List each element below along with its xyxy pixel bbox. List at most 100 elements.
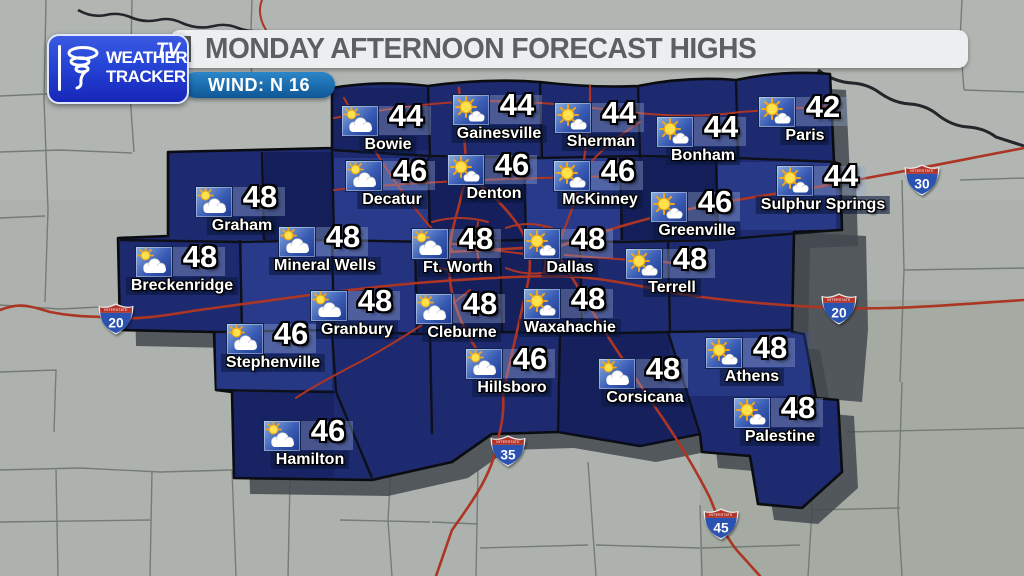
interstate-shield: INTERSTATE 45	[702, 507, 740, 541]
interstate-label: INTERSTATE	[910, 169, 934, 173]
temperature-value: 46	[697, 184, 733, 219]
city-label: Stephenville	[220, 354, 326, 372]
title-bar: | MONDAY AFTERNOON FORECAST HIGHS	[170, 30, 968, 68]
city-label: Sherman	[561, 133, 641, 151]
weather-station: 48 Cleburne	[415, 286, 509, 351]
temperature-value: 48	[357, 283, 393, 318]
interstate-label: INTERSTATE	[496, 440, 520, 444]
tornado-icon	[67, 46, 99, 90]
mostly-sunny-icon	[776, 165, 814, 197]
weather-station: 48 Waxahachie	[519, 281, 621, 346]
weather-station: 48 Graham	[195, 179, 289, 244]
temperature-value: 48	[242, 179, 278, 214]
city-label: Dallas	[541, 259, 599, 277]
weather-station: 44 Gainesville	[451, 87, 547, 152]
weather-station: 44 Sulphur Springs	[755, 158, 891, 223]
partly-cloudy-icon	[465, 348, 503, 380]
station-logo: WEATHER TRACKER TV	[47, 34, 189, 104]
logo-divider	[58, 45, 61, 91]
partly-cloudy-icon	[226, 323, 264, 355]
wind-badge: WIND: N 16	[183, 72, 335, 98]
weather-station: 46 McKinney	[553, 153, 647, 218]
weather-station: 48 Mineral Wells	[269, 219, 381, 284]
partly-cloudy-icon	[310, 290, 348, 322]
weather-station: 44 Bowie	[341, 98, 435, 163]
city-label: Hamilton	[270, 451, 350, 469]
route-number: 20	[831, 306, 847, 321]
mostly-sunny-icon	[523, 288, 561, 320]
logo-line1: WEATHER	[106, 48, 188, 67]
interstate-shield: INTERSTATE 20	[820, 292, 858, 326]
city-label: Sulphur Springs	[755, 196, 891, 214]
city-label: Hillsboro	[472, 379, 552, 397]
mostly-sunny-icon	[452, 94, 490, 126]
mostly-sunny-icon	[554, 102, 592, 134]
temperature-value: 44	[823, 158, 859, 193]
weather-station: 44 Sherman	[554, 95, 648, 160]
weather-station: 48 Dallas	[523, 221, 617, 286]
logo-line2: TRACKER	[106, 67, 186, 86]
city-label: Granbury	[315, 321, 399, 339]
city-label: Decatur	[357, 191, 427, 209]
interstate-shield: INTERSTATE 35	[489, 434, 527, 468]
city-label: Paris	[780, 127, 830, 145]
temperature-value: 48	[462, 286, 498, 321]
partly-cloudy-icon	[135, 246, 173, 278]
partly-cloudy-icon	[345, 160, 383, 192]
weather-station: 46 Hamilton	[263, 413, 357, 478]
city-label: Cleburne	[422, 324, 502, 342]
weather-station: 46 Stephenville	[220, 316, 326, 381]
city-label: Bonham	[666, 147, 740, 165]
city-label: Corsicana	[601, 389, 689, 407]
mostly-sunny-icon	[447, 154, 485, 186]
partly-cloudy-icon	[411, 228, 449, 260]
city-label: Gainesville	[451, 125, 547, 143]
temperature-value: 46	[392, 153, 428, 188]
weather-station: 48 Athens	[705, 330, 799, 395]
route-number: 20	[108, 316, 124, 331]
temperature-value: 44	[499, 87, 535, 122]
route-number: 30	[914, 177, 930, 192]
temperature-value: 48	[570, 221, 606, 256]
weather-station: 46 Greenville	[650, 184, 744, 249]
city-label: Waxahachie	[519, 319, 621, 337]
interstate-shield: INTERSTATE 30	[903, 163, 941, 197]
city-label: Mineral Wells	[269, 257, 381, 275]
partly-cloudy-icon	[341, 105, 379, 137]
mostly-sunny-icon	[523, 228, 561, 260]
weather-station: 48 Terrell	[625, 241, 719, 306]
city-label: Terrell	[643, 279, 701, 297]
weather-station: 46 Hillsboro	[465, 341, 559, 406]
mostly-sunny-icon	[705, 337, 743, 369]
weather-station: 48 Corsicana	[598, 351, 692, 416]
temperature-value: 46	[600, 153, 636, 188]
partly-cloudy-icon	[278, 226, 316, 258]
logo-tv-tag: TV	[155, 40, 180, 61]
temperature-value: 48	[672, 241, 708, 276]
weather-station: 44 Bonham	[656, 109, 750, 174]
partly-cloudy-icon	[415, 293, 453, 325]
page-title: MONDAY AFTERNOON FORECAST HIGHS	[205, 32, 757, 65]
city-label: Greenville	[653, 222, 741, 240]
city-label: Denton	[461, 185, 527, 203]
temperature-value: 48	[780, 390, 816, 425]
city-label: Bowie	[359, 136, 417, 154]
mostly-sunny-icon	[733, 397, 771, 429]
weather-station: 46 Decatur	[345, 153, 439, 218]
temperature-value: 44	[703, 109, 739, 144]
city-label: Graham	[206, 217, 278, 235]
temperature-value: 44	[388, 98, 424, 133]
weather-station: 48 Ft. Worth	[411, 221, 505, 286]
temperature-value: 48	[458, 221, 494, 256]
city-label: Ft. Worth	[418, 259, 498, 277]
interstate-shield: INTERSTATE 20	[97, 302, 135, 336]
weather-station: 46 Denton	[447, 147, 541, 212]
weather-station: 48 Granbury	[310, 283, 404, 348]
mostly-sunny-icon	[625, 248, 663, 280]
mostly-sunny-icon	[758, 96, 796, 128]
temperature-value: 48	[645, 351, 681, 386]
temperature-value: 46	[273, 316, 309, 351]
route-number: 45	[713, 521, 729, 536]
city-label: Palestine	[739, 428, 821, 446]
